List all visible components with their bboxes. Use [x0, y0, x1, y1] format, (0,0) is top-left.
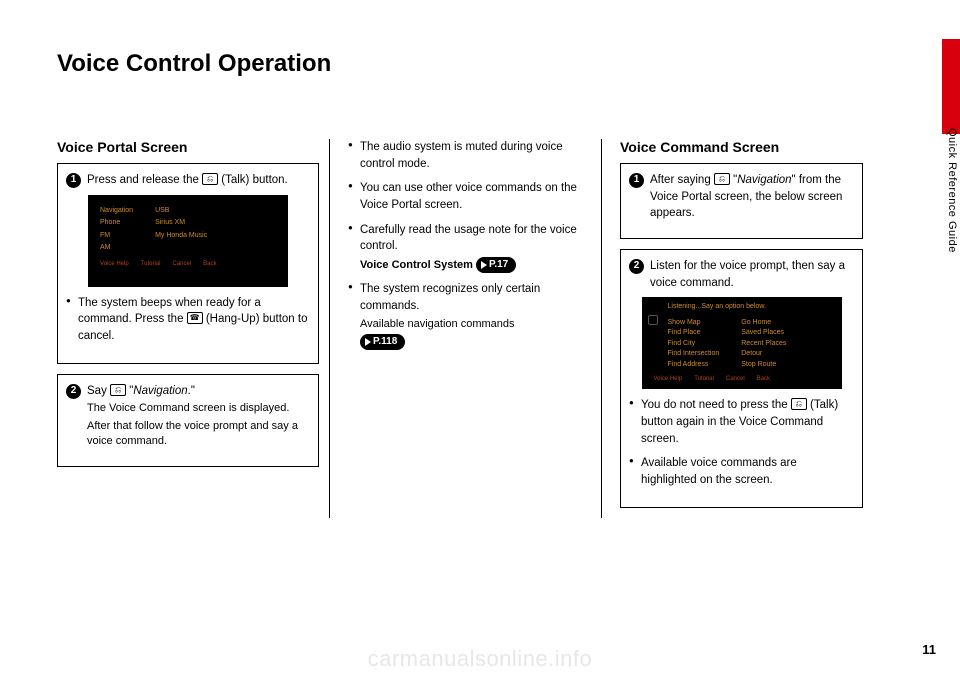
step-box-2: 2 Say ⎌ "Navigation." The Voice Command …: [57, 374, 319, 467]
ref-p118: P.118: [373, 335, 397, 349]
col3-step-box-2: 2 Listen for the voice prompt, then say …: [620, 249, 863, 508]
col3-step-2: 2 Listen for the voice prompt, then say …: [629, 258, 854, 291]
col3-step-1-text: After saying ⎌ "Navigation" from the Voi…: [650, 172, 854, 222]
col3-step-1: 1 After saying ⎌ "Navigation" from the V…: [629, 172, 854, 222]
mic-icon: [648, 315, 658, 325]
step-1-after: (Talk) button.: [218, 174, 288, 186]
ss2-r3: Detour: [741, 349, 786, 360]
step-box-1: 1 Press and release the ⎌ (Talk) button.…: [57, 163, 319, 364]
voice-command-screenshot: Listening...Say an option below. Show Ma…: [642, 297, 842, 389]
step-2-text: Say ⎌ "Navigation." The Voice Command sc…: [87, 383, 310, 450]
col3-step-num-1: 1: [629, 173, 644, 188]
col2-b1: The audio system is muted during voice c…: [348, 139, 591, 172]
col2-b3-label: Voice Control System: [360, 259, 473, 271]
step-1: 1 Press and release the ⎌ (Talk) button.: [66, 172, 310, 189]
col2-b4-wrap: The system recognizes only certain comma…: [348, 281, 591, 350]
column-1: Voice Portal Screen 1 Press and release …: [57, 139, 329, 518]
col3-bullet-1: You do not need to press the ⎌ (Talk) bu…: [629, 397, 854, 447]
ss2-r1: Saved Places: [741, 328, 786, 339]
arrow-icon: [481, 261, 487, 269]
ss1-f3: Back: [203, 259, 216, 270]
ss1-f2: Cancel: [172, 259, 191, 270]
ss2-f0: Voice Help: [654, 374, 683, 385]
column-2: The audio system is muted during voice c…: [329, 139, 601, 518]
col3-step-box-1: 1 After saying ⎌ "Navigation" from the V…: [620, 163, 863, 239]
step-2-line3: After that follow the voice prompt and s…: [87, 419, 310, 450]
ss1-f1: Tutorial: [141, 259, 161, 270]
content-columns: Voice Portal Screen 1 Press and release …: [57, 139, 909, 518]
step-2-say: Say: [87, 385, 110, 397]
ss2-r4: Stop Route: [741, 360, 786, 371]
talk-icon-4: ⎌: [791, 398, 807, 410]
talk-icon-3: ⎌: [714, 173, 730, 185]
ss2-r0: Go Home: [741, 318, 786, 329]
ss2-header: Listening...Say an option below.: [654, 301, 830, 314]
ss1-f0: Voice Help: [100, 259, 129, 270]
ss2-f2: Cancel: [726, 374, 745, 385]
step-1-before: Press and release the: [87, 174, 202, 186]
ss1-r1: Sirius XM: [155, 217, 185, 230]
col2-b4-sub: Available navigation commands: [360, 317, 591, 332]
col2-b3-wrap: Carefully read the usage note for the vo…: [348, 222, 591, 274]
arrow-icon-2: [365, 338, 371, 346]
ss2-f3: Back: [757, 374, 770, 385]
ss1-l3: AM: [100, 242, 111, 255]
step-2-line2: The Voice Command screen is displayed.: [87, 401, 310, 416]
ss1-l1: Phone: [100, 217, 120, 230]
ss2-f1: Tutorial: [694, 374, 714, 385]
voice-portal-screenshot: Navigation Phone FM AM USB Sirius XM My …: [88, 195, 288, 287]
step-num-1: 1: [66, 173, 81, 188]
talk-icon-2: ⎌: [110, 384, 126, 396]
col3-bullet-2: Available voice commands are highlighted…: [629, 455, 854, 488]
page-ref-17: P.17: [476, 257, 516, 273]
ss2-l1: Find Place: [668, 328, 720, 339]
col2-b3-ref: Voice Control System P.17: [360, 257, 591, 273]
hangup-icon: ☎: [187, 312, 203, 324]
col2-b2: You can use other voice commands on the …: [348, 180, 591, 213]
col1-bullet-1: The system beeps when ready for a comman…: [66, 295, 310, 345]
ref-p17: P.17: [489, 258, 508, 272]
side-label: Quick Reference Guide: [944, 128, 958, 253]
ss1-l2: FM: [100, 230, 110, 243]
ss2-l2: Find City: [668, 339, 720, 350]
ss2-l3: Find Intersection: [668, 349, 720, 360]
col3-b1-before: You do not need to press the: [641, 399, 791, 411]
col3-step-num-2: 2: [629, 259, 644, 274]
page-ref-118: P.118: [360, 334, 405, 350]
ss1-r0: USB: [155, 205, 169, 218]
step-2: 2 Say ⎌ "Navigation." The Voice Command …: [66, 383, 310, 450]
page-title: Voice Control Operation: [57, 50, 331, 78]
watermark: carmanualsonline.info: [0, 646, 960, 672]
col3-step-2-text: Listen for the voice prompt, then say a …: [650, 258, 854, 291]
talk-icon: ⎌: [202, 173, 218, 185]
col3-s1-before: After saying: [650, 174, 714, 186]
step-1-text: Press and release the ⎌ (Talk) button.: [87, 172, 310, 189]
col2-b3: Carefully read the usage note for the vo…: [360, 224, 577, 253]
ss2-l0: Show Map: [668, 318, 720, 329]
step-num-2: 2: [66, 384, 81, 399]
col3-s1-cmd: Navigation: [737, 174, 791, 186]
column-3: Voice Command Screen 1 After saying ⎌ "N…: [601, 139, 873, 518]
col2-b4: The system recognizes only certain comma…: [360, 283, 540, 312]
step-2-cmd: Navigation: [133, 385, 187, 397]
col1-heading: Voice Portal Screen: [57, 139, 319, 155]
ss2-r2: Recent Places: [741, 339, 786, 350]
ss2-l4: Find Address: [668, 360, 720, 371]
ss1-l0: Navigation: [100, 205, 133, 218]
ss1-r2: My Honda Music: [155, 230, 207, 243]
col3-heading: Voice Command Screen: [620, 139, 863, 155]
side-tab: [942, 39, 960, 134]
